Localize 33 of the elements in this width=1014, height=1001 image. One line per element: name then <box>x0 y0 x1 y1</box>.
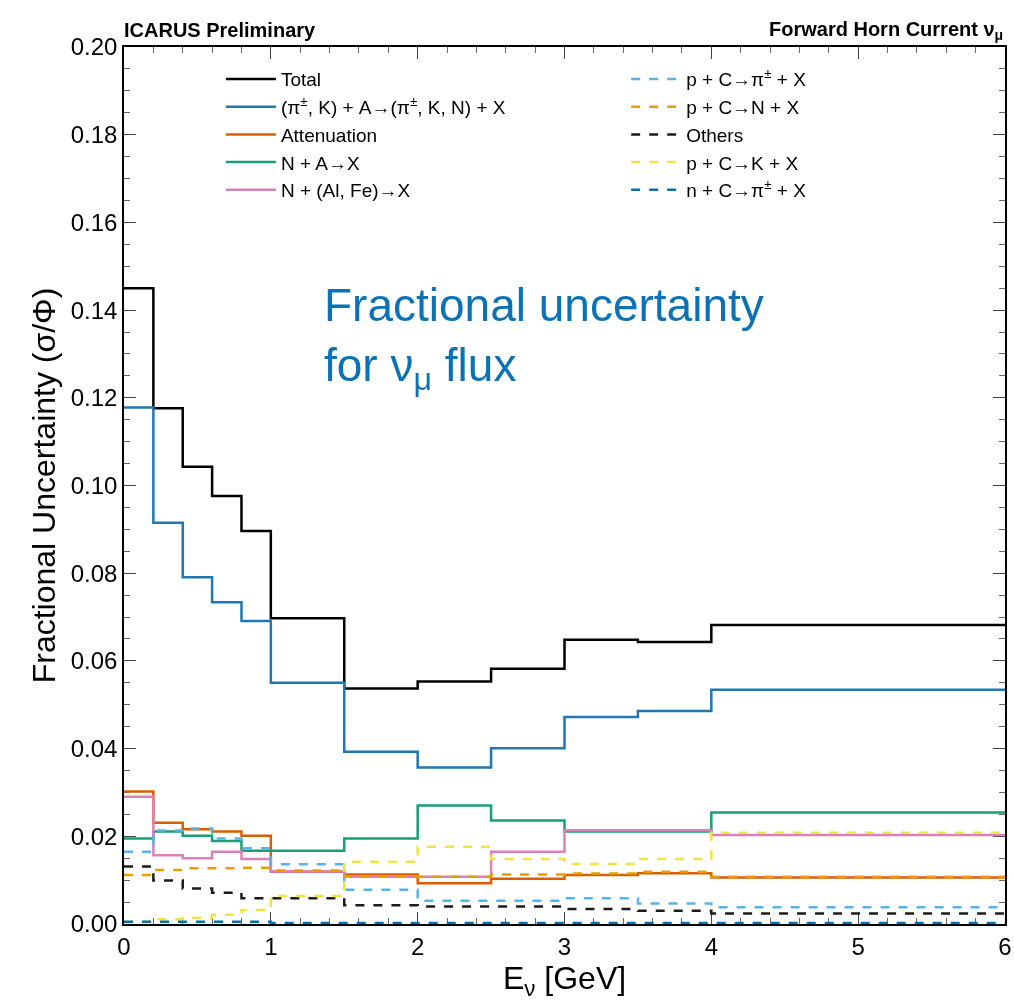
y-tick-label: 0.20 <box>70 33 118 61</box>
x-tick-label: 3 <box>557 932 572 960</box>
legend-label: p + C→N + X <box>686 97 800 119</box>
legend-label: N + (Al, Fe)→X <box>280 180 411 202</box>
x-tick-label: 2 <box>410 932 425 960</box>
x-tick-label: 1 <box>264 932 278 960</box>
legend-label: n + C→π$^{±}$ + X <box>686 177 807 202</box>
x-tick-label: 0 <box>117 932 131 960</box>
y-tick-label: 0.02 <box>70 822 118 850</box>
annotation: Fractional uncertainty for ν$_{μ}$ flux <box>324 279 764 398</box>
legend-label: Attenuation <box>280 124 378 146</box>
y-tick-label: 0.16 <box>70 208 118 236</box>
legend-label: p + C→π$^{±}$ + X <box>686 66 807 91</box>
chart-title: ICARUS Preliminary <box>124 19 317 41</box>
legend-label: Total <box>280 69 322 91</box>
y-tick-label: 0.14 <box>70 296 118 324</box>
y-tick-label: 0.12 <box>70 384 118 412</box>
y-tick-label: 0.18 <box>70 121 118 149</box>
y-tick-label: 0.00 <box>70 910 118 938</box>
legend-label: (π$^{±}$, K) + A→(π$^{±}$, K, N) + X <box>280 94 506 119</box>
y-tick-label: 0.10 <box>70 471 118 499</box>
legend-label: p + C→K + X <box>686 152 799 174</box>
y-tick-label: 0.06 <box>70 647 118 675</box>
legend-label: N + A→X <box>280 152 360 174</box>
x-tick-label: 4 <box>704 932 719 960</box>
y-axis-title: Fractional Uncertainty (σ/Φ) <box>25 287 62 684</box>
legend-label: Others <box>686 124 744 146</box>
x-tick-label: 6 <box>998 932 1012 960</box>
text: Forward Horn Current ν$_{μ}$ <box>769 18 1004 44</box>
y-tick-label: 0.04 <box>70 735 118 762</box>
x-tick-label: 5 <box>851 932 865 960</box>
x-axis-title: E$_{ν}$ [GeV] <box>502 959 627 1001</box>
y-tick-label: 0.08 <box>70 559 118 587</box>
